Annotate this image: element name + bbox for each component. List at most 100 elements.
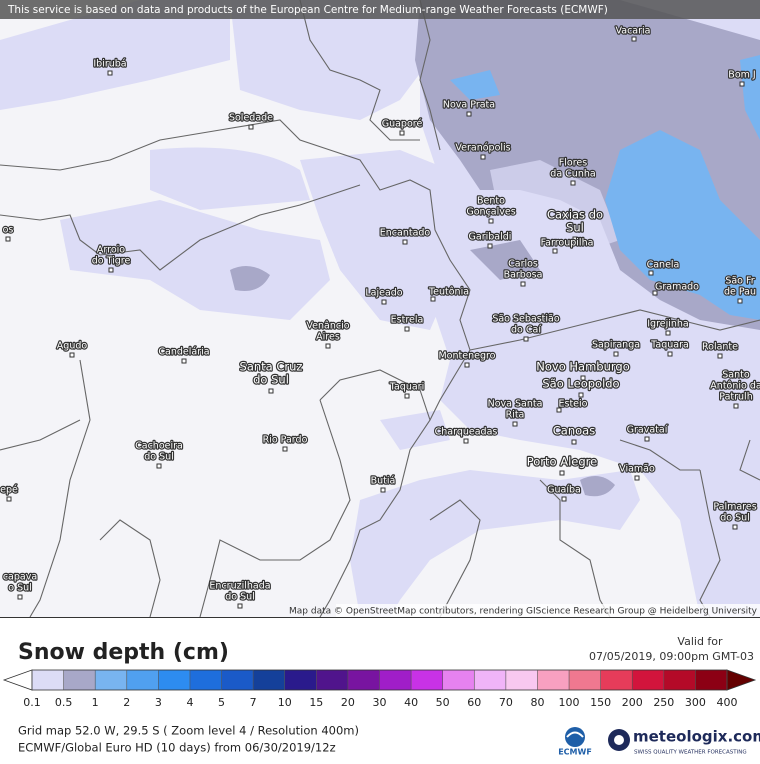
city-label: Garibaldi bbox=[469, 232, 512, 243]
city-dot bbox=[652, 290, 658, 296]
footer-line: Grid map 52.0 W, 29.5 S ( Zoom level 4 /… bbox=[18, 724, 359, 738]
city-dot bbox=[282, 446, 288, 452]
city-label: da Cunha bbox=[550, 169, 595, 180]
colorbar: 0.1 0.5 1 2 3 4 5 7 10 15 20 30 40 50 60 70 80 100 150 200 2… bbox=[2, 669, 757, 709]
colorbar-tick-label: 3 bbox=[155, 696, 162, 709]
city-label: do Tigre bbox=[92, 256, 131, 267]
city-dot bbox=[634, 475, 640, 481]
city-label: Cachoeira bbox=[135, 441, 183, 452]
city-dot bbox=[404, 393, 410, 399]
city-label: Palmares bbox=[713, 502, 756, 513]
city-label: epé bbox=[0, 485, 18, 496]
city-label: Esteio bbox=[559, 399, 588, 410]
valid-time: 07/05/2019, 09:00pm GMT-03 bbox=[589, 650, 754, 663]
city-label: Butiá bbox=[371, 476, 396, 487]
city-label: Canoas bbox=[553, 424, 595, 438]
city-dot bbox=[69, 352, 75, 358]
colorbar-cell bbox=[663, 670, 696, 690]
city-label: Novo Hamburgo bbox=[536, 360, 629, 374]
city-dot bbox=[571, 439, 577, 445]
colorbar-cell bbox=[379, 670, 412, 690]
city-label: Nova Santa bbox=[488, 399, 543, 410]
city-dot bbox=[464, 362, 470, 368]
city-dot bbox=[631, 36, 637, 42]
city-label: Flores bbox=[559, 158, 587, 169]
city-label: Agudo bbox=[57, 341, 88, 352]
city-dot bbox=[430, 296, 436, 302]
colorbar-tick-label: 80 bbox=[530, 696, 544, 709]
city-dot bbox=[404, 326, 410, 332]
city-label: do Sul bbox=[253, 373, 289, 387]
city-label: do Sul bbox=[225, 592, 255, 603]
colorbar-tick-label: 4 bbox=[186, 696, 193, 709]
city-label: Guaíba bbox=[547, 485, 581, 496]
city-dot bbox=[667, 351, 673, 357]
city-dot bbox=[107, 70, 113, 76]
city-label: Canela bbox=[647, 260, 680, 271]
ecmwf-logo: ECMWF bbox=[558, 727, 592, 757]
legend-title: Snow depth (cm) bbox=[18, 640, 229, 665]
attribution: Map data © OpenStreetMap contributors, r… bbox=[289, 607, 758, 617]
city-label: Igrejinha bbox=[647, 319, 689, 330]
city-dot bbox=[488, 218, 494, 224]
city-dot bbox=[733, 403, 739, 409]
city-dot bbox=[559, 470, 565, 476]
city-dot bbox=[613, 351, 619, 357]
city-dot bbox=[578, 392, 584, 398]
city-label: Taquari bbox=[389, 382, 424, 393]
colorbar-tick-label: 250 bbox=[653, 696, 674, 709]
colorbar-tick-label: 20 bbox=[341, 696, 355, 709]
city-label: do Sul bbox=[720, 513, 750, 524]
city-label: Encruzilhada bbox=[209, 581, 270, 592]
colorbar-cell bbox=[474, 670, 507, 690]
city-dot bbox=[402, 239, 408, 245]
city-dot bbox=[570, 180, 576, 186]
city-label: Soledade bbox=[229, 113, 273, 124]
colorbar-tick-label: 40 bbox=[404, 696, 418, 709]
city-label: Candelária bbox=[158, 347, 209, 358]
colorbar-cell bbox=[63, 670, 96, 690]
city-dot bbox=[556, 407, 562, 413]
colorbar-tick-label: 50 bbox=[436, 696, 450, 709]
city-dot bbox=[6, 496, 12, 502]
city-label: Rolante bbox=[702, 342, 738, 353]
valid-label: Valid for bbox=[677, 635, 723, 648]
ecmwf-text: ECMWF bbox=[558, 748, 592, 757]
city-label: Santo bbox=[722, 370, 750, 381]
city-label: Bom J bbox=[728, 70, 755, 81]
colorbar-tick-label: 5 bbox=[218, 696, 225, 709]
city-label: Lajeado bbox=[365, 288, 402, 299]
colorbar-tick-label: 70 bbox=[499, 696, 513, 709]
city-label: Santa Cruz bbox=[240, 360, 303, 374]
city-dot bbox=[552, 248, 558, 254]
map: Vacaria Ibirubá Bom J Nova Prata Soledade Gua… bbox=[0, 0, 760, 617]
city-dot bbox=[156, 463, 162, 469]
city-label: Vacaria bbox=[616, 26, 651, 37]
colorbar-tick-label: 2 bbox=[123, 696, 130, 709]
city-dot bbox=[248, 124, 254, 130]
city-label: capava bbox=[3, 572, 37, 583]
city-dot bbox=[480, 154, 486, 160]
city-dot bbox=[739, 81, 745, 87]
colorbar-cell bbox=[632, 670, 665, 690]
city-label: Charqueadas bbox=[435, 427, 498, 438]
city-dot bbox=[487, 243, 493, 249]
city-dot bbox=[268, 388, 274, 394]
colorbar-cell bbox=[442, 670, 475, 690]
city-dot bbox=[644, 436, 650, 442]
city-label: Viamão bbox=[619, 464, 655, 475]
city-label: Aires bbox=[316, 332, 340, 343]
city-dot bbox=[463, 438, 469, 444]
colorbar-cell bbox=[95, 670, 128, 690]
colorbar-cell bbox=[537, 670, 570, 690]
colorbar-tick-label: 0.5 bbox=[55, 696, 73, 709]
colorbar-tick-label: 15 bbox=[309, 696, 323, 709]
colorbar-tick-label: 0.1 bbox=[23, 696, 41, 709]
city-dot bbox=[17, 594, 23, 600]
colorbar-high bbox=[726, 669, 757, 691]
city-label: Antônio da bbox=[710, 381, 760, 392]
city-dot bbox=[466, 111, 472, 117]
colorbar-cell bbox=[253, 670, 286, 690]
city-dot bbox=[380, 487, 386, 493]
